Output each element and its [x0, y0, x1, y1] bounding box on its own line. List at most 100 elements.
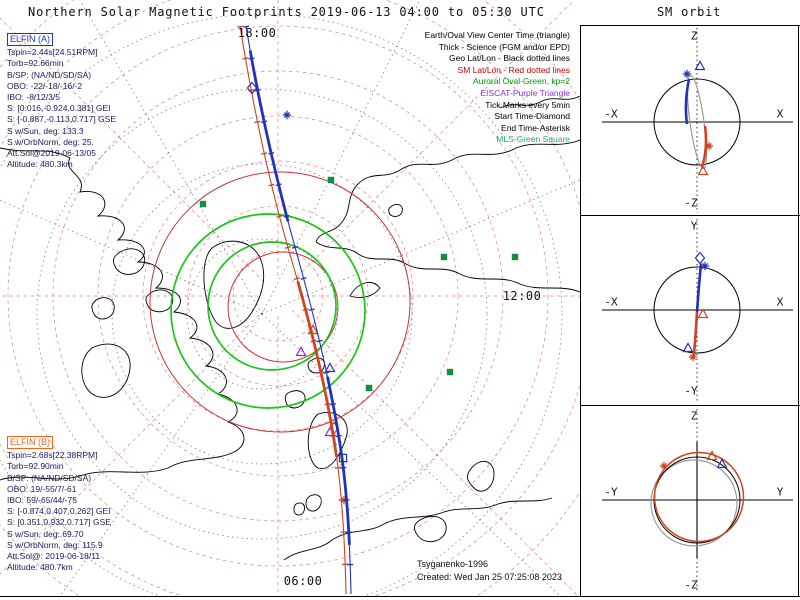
- elfin-b-orbit-arc: [692, 311, 699, 356]
- elfin-a-info-line: Torb=92.66min: [7, 58, 64, 69]
- elfin-b-orbit-circle: [653, 451, 745, 543]
- legend-line: SM Lat/Lon - Red dotted lines: [457, 64, 570, 75]
- panel-divider-2: [580, 405, 800, 406]
- elfin-a-orbit-arc: [684, 78, 691, 125]
- elfin-b-info-line: Att.Sol@: 2019-06-18/11: [7, 551, 101, 562]
- elfin-b-info-line: OBO: 19/-55/7/-61: [7, 483, 77, 494]
- legend-line: End Time-Asterisk: [501, 122, 570, 133]
- orbit-panel-xy: [602, 219, 793, 401]
- mls-square-marker: [511, 253, 519, 261]
- legend-line: EISCAT-Purple Triangle: [480, 87, 570, 98]
- panel-divider-1: [580, 215, 800, 216]
- panel-top-border: [580, 25, 800, 26]
- elfin-b-info-line: Tspin=2.68s[22.38RPM]: [7, 450, 98, 461]
- bottom-border: [0, 596, 800, 597]
- elfin-b-info-line: S: [-0.874,0.407,0.262] GEI: [7, 506, 111, 517]
- legend-line: Thick - Science (FGM and/or EPD): [438, 41, 570, 52]
- panel2-axis-right: X: [776, 295, 784, 309]
- panel1-axis-top: Z: [690, 29, 698, 43]
- elfin-a-info-line: Altitude: 480.3km: [7, 159, 73, 170]
- elfin-a-info-line: S w/Sun, deg: 133.3: [7, 125, 84, 136]
- panel3-axis-top: Z: [690, 409, 698, 423]
- mls-square-marker: [440, 253, 448, 261]
- elfin-a-info-line: S: [-0.887,-0.113,0.717] GSE: [7, 114, 116, 125]
- elfin-a-info-block: ELFIN (A) Tspin=2.44s[24.51RPM] Torb=92.…: [7, 33, 116, 170]
- elfin-a-info-line: B/SP: (NA/ND/SD/SA): [7, 69, 92, 80]
- mls-square-marker: [327, 176, 335, 184]
- elfin-a-title: ELFIN (A): [7, 33, 54, 47]
- orbit-panel-yz: [602, 409, 793, 593]
- map-legend: Earth/Oval View Center Time (triangle) T…: [425, 30, 570, 146]
- center-triangle-marker: [697, 165, 709, 176]
- mlt-label-06: 06:00: [283, 574, 323, 588]
- legend-line: Tick Marks every 5min: [485, 99, 570, 110]
- sm-latitude-rings: [149, 171, 411, 433]
- elfin-b-info-line: S w/OrbNorm, deg: 115.9: [7, 539, 103, 550]
- polar-map: [0, 0, 580, 596]
- elfin-a-center-time-triangle: [324, 362, 336, 373]
- elfin-b-title: ELFIN (B): [7, 436, 54, 450]
- mls-square-marker: [446, 368, 454, 376]
- orbit-panel-xz: [602, 28, 793, 213]
- legend-line: Earth/Oval View Center Time (triangle): [424, 30, 570, 40]
- legend-line: MLS-Green Square: [496, 134, 570, 145]
- panel1-axis-left: -X: [604, 107, 618, 121]
- panel-right-border: [798, 25, 799, 597]
- elfin-a-info-line: Att.Sol@2019-06-13/05: [7, 148, 96, 159]
- center-triangle-marker: [697, 308, 709, 319]
- elfin-a-footprint-track: [243, 25, 354, 595]
- created-timestamp: Created: Wed Jan 25 07:25:08 2023: [417, 571, 562, 582]
- sm-grid: [0, 0, 580, 596]
- sm-orbit-panels: [602, 28, 793, 593]
- center-triangle-marker: [682, 342, 694, 353]
- legend-line: Auroral Oval-Green, kp=2: [472, 76, 570, 87]
- elfin-a-info-line: OBO: -22/-18/-16/-2: [7, 80, 83, 91]
- eiscat-triangle-marker: [295, 346, 307, 357]
- elfin-b-info-block: ELFIN (B) Tspin=2.68s[22.38RPM] Torb=92.…: [7, 436, 111, 573]
- mlt-label-12: 12:00: [502, 289, 542, 303]
- elfin-b-footprint-track: [237, 25, 349, 595]
- panel1-axis-bottom: -Z: [684, 196, 698, 210]
- end-asterisk-marker: [682, 69, 692, 79]
- coastlines: [0, 95, 580, 561]
- earth-circle: [653, 78, 741, 166]
- elfin-a-info-line: IBO: -8/12/3/5: [7, 92, 60, 103]
- elfin-a-info-line: Tspin=2.44s[24.51RPM]: [7, 47, 98, 58]
- legend-line: Geo Lat/Lon - Black dotted lines: [449, 53, 570, 64]
- elfin-b-info-line: S w/Sun, deg: 69.70: [7, 528, 84, 539]
- auroral-oval: [170, 213, 366, 409]
- model-credit: Tsyganenko-1996: [417, 559, 489, 569]
- elfin-b-info-line: IBO: 59/-65/44/-75: [7, 495, 77, 506]
- legend-line: Start Time-Diamond: [494, 111, 570, 122]
- figure-title: Northern Solar Magnetic Footprints 2019-…: [28, 5, 545, 19]
- elfin-b-info-line: Torb=92.90min: [7, 461, 64, 472]
- elfin-b-science-segment: [238, 25, 348, 595]
- mls-square-marker: [365, 384, 373, 392]
- elfin-a-info-line: S: [0.016,-0.924,0.381] GEI: [7, 103, 111, 114]
- start-diamond-marker: [694, 251, 706, 265]
- panel2-axis-left: -X: [604, 295, 618, 309]
- panel3-axis-right: Y: [776, 485, 784, 499]
- panel2-axis-top: Y: [690, 219, 698, 233]
- panel-left-border: [580, 25, 581, 597]
- mlt-label-18: 18:00: [237, 26, 277, 40]
- mls-station-squares: [199, 176, 519, 392]
- end-asterisk-marker: [688, 352, 698, 362]
- elfin-b-orbit-arc: [700, 125, 708, 168]
- panel3-axis-left: -Y: [604, 485, 618, 499]
- elfin-a-end-asterisk: [282, 110, 292, 120]
- sm-orbit-title: SM orbit: [657, 5, 722, 19]
- elfin-a-orbit-arc: [695, 263, 703, 313]
- elfin-a-info-line: S w/OrbNorm, deg: 25.: [7, 136, 94, 147]
- mls-square-marker: [199, 200, 207, 208]
- elfin-b-info-line: B/SP: (NA/ND/SD/SA): [7, 472, 92, 483]
- earth-circle: [653, 266, 741, 354]
- elfin-a-science-segment: [244, 25, 353, 595]
- orbit-circle-gray: [650, 459, 738, 547]
- elfin-b-info-line: Altitude: 480.7km: [7, 562, 73, 573]
- panel2-axis-bottom: -Y: [684, 384, 698, 398]
- elfin-b-info-line: S: [0.351,0.932,0.717] GSE: [7, 517, 111, 528]
- panel3-axis-bottom: -Z: [684, 578, 698, 592]
- credits-block: Tsyganenko-1996 Created: Wed Jan 25 07:2…: [417, 558, 562, 583]
